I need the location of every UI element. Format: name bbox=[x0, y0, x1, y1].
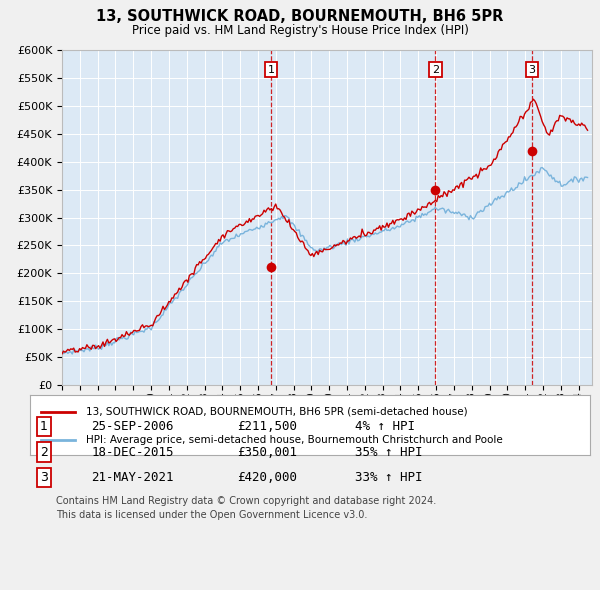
Text: £350,001: £350,001 bbox=[237, 445, 297, 458]
Text: 1: 1 bbox=[40, 420, 48, 433]
Text: 13, SOUTHWICK ROAD, BOURNEMOUTH, BH6 5PR: 13, SOUTHWICK ROAD, BOURNEMOUTH, BH6 5PR bbox=[97, 9, 503, 24]
Text: 4% ↑ HPI: 4% ↑ HPI bbox=[355, 420, 415, 433]
Text: 1: 1 bbox=[268, 64, 274, 74]
Text: 18-DEC-2015: 18-DEC-2015 bbox=[92, 445, 174, 458]
Text: £420,000: £420,000 bbox=[237, 471, 297, 484]
Text: £211,500: £211,500 bbox=[237, 420, 297, 433]
Text: 3: 3 bbox=[40, 471, 48, 484]
Text: HPI: Average price, semi-detached house, Bournemouth Christchurch and Poole: HPI: Average price, semi-detached house,… bbox=[86, 435, 503, 445]
Text: 2: 2 bbox=[432, 64, 439, 74]
Text: 13, SOUTHWICK ROAD, BOURNEMOUTH, BH6 5PR (semi-detached house): 13, SOUTHWICK ROAD, BOURNEMOUTH, BH6 5PR… bbox=[86, 407, 467, 417]
Text: 3: 3 bbox=[529, 64, 535, 74]
Text: 21-MAY-2021: 21-MAY-2021 bbox=[92, 471, 174, 484]
Text: 33% ↑ HPI: 33% ↑ HPI bbox=[355, 471, 422, 484]
Text: Contains HM Land Registry data © Crown copyright and database right 2024.
This d: Contains HM Land Registry data © Crown c… bbox=[56, 496, 436, 520]
Text: 25-SEP-2006: 25-SEP-2006 bbox=[92, 420, 174, 433]
Text: 2: 2 bbox=[40, 445, 48, 458]
Text: 35% ↑ HPI: 35% ↑ HPI bbox=[355, 445, 422, 458]
Text: Price paid vs. HM Land Registry's House Price Index (HPI): Price paid vs. HM Land Registry's House … bbox=[131, 24, 469, 37]
